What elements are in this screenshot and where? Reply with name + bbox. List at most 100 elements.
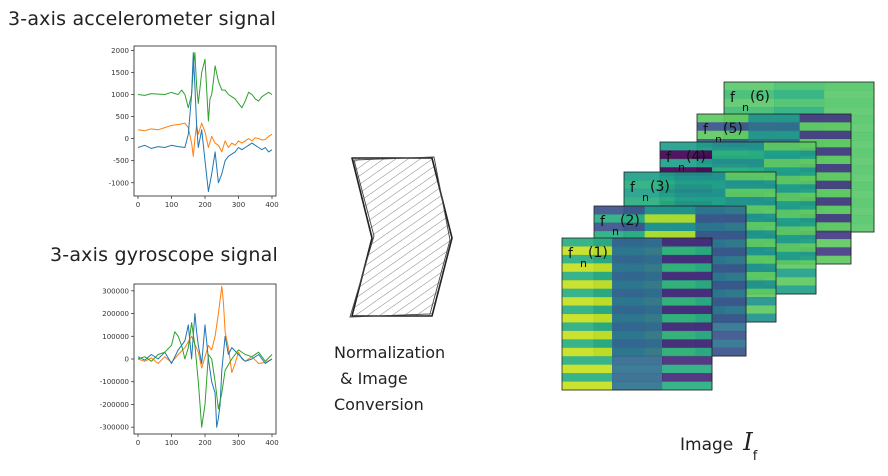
heatmap-cell xyxy=(624,188,676,198)
heatmap-cell xyxy=(662,373,713,383)
heatmap-cell xyxy=(725,280,777,290)
heatmap-cell xyxy=(695,314,747,324)
heatmap-cell xyxy=(562,339,613,349)
heatmap-cell xyxy=(562,364,613,374)
heatmap-cell xyxy=(674,197,726,206)
process-line-2: & Image xyxy=(340,369,408,388)
heatmap-cell xyxy=(562,288,613,298)
frame-label-sub: n xyxy=(742,101,749,114)
frame-label-sub: n xyxy=(642,191,649,204)
heatmap-cell xyxy=(725,222,777,231)
image-label-text: Image xyxy=(680,435,734,455)
gyroscope-ytick-label: -100000 xyxy=(100,378,129,386)
gyroscope-xtick-label: 200 xyxy=(198,439,211,447)
heatmap-cell xyxy=(612,356,663,366)
heatmap-cell xyxy=(612,238,663,247)
heatmap-cell xyxy=(764,260,817,270)
heatmap-cell xyxy=(725,272,777,281)
heatmap-cell xyxy=(562,238,613,247)
heatmap-cell xyxy=(662,330,713,340)
heatmap-cell xyxy=(799,214,852,223)
heatmap-cell xyxy=(662,297,713,307)
frame-label-f: f xyxy=(630,180,636,196)
heatmap-cell xyxy=(662,364,713,374)
heatmap-cell xyxy=(644,214,696,224)
heatmap-cell xyxy=(562,254,613,264)
frame-label-sub: n xyxy=(715,133,722,146)
heatmap-cell xyxy=(562,271,613,281)
heatmap-cell xyxy=(562,314,613,323)
gyroscope-xtick-label: 300 xyxy=(232,439,245,447)
heatmap-cell xyxy=(799,180,852,190)
heatmap-cell xyxy=(764,251,817,261)
heatmap-cell xyxy=(660,158,713,168)
heatmap-cell xyxy=(612,305,663,315)
gyroscope-ytick-label: -200000 xyxy=(100,401,129,409)
heatmap-cell xyxy=(695,306,747,315)
heatmap-cell xyxy=(697,114,749,123)
frame-label-f: f xyxy=(666,150,672,166)
heatmap-cell xyxy=(695,239,747,249)
heatmap-cell xyxy=(695,339,747,349)
heatmap-cell xyxy=(594,231,646,240)
heatmap-cell xyxy=(662,322,713,332)
heatmap-cell xyxy=(594,214,646,224)
heatmap-cell xyxy=(799,197,852,207)
frame-label-index: (3) xyxy=(650,179,670,195)
heatmap-cell xyxy=(662,271,713,281)
heatmap-cell xyxy=(725,305,777,315)
heatmap-cell xyxy=(612,297,663,307)
gyroscope-ytick-label: 300000 xyxy=(102,287,129,295)
heatmap-cell xyxy=(612,246,663,256)
heatmap-cell xyxy=(695,297,747,307)
heatmap-cell xyxy=(824,82,875,91)
heatmap-cell xyxy=(799,114,852,123)
image-frames-stack: fn(6)fn(5)fn(4)fn(3)fn(2)fn(1) xyxy=(561,81,875,391)
accelerometer-ytick-label: 2000 xyxy=(111,47,129,55)
heatmap-cell xyxy=(612,271,663,281)
heatmap-cell xyxy=(799,155,852,165)
accelerometer-xtick-label: 400 xyxy=(265,201,278,209)
heatmap-cell xyxy=(662,381,713,391)
heatmap-cell xyxy=(799,205,852,215)
heatmap-cell xyxy=(725,205,777,215)
heatmap-cell xyxy=(799,247,852,257)
accelerometer-title: 3-axis accelerometer signal xyxy=(8,8,277,30)
heatmap-cell xyxy=(662,263,713,273)
heatmap-cell xyxy=(562,322,613,332)
heatmap-cell xyxy=(662,305,713,315)
frame-label-sub: n xyxy=(612,225,619,238)
heatmap-cell xyxy=(674,188,726,198)
gyroscope-xtick-label: 0 xyxy=(136,439,140,447)
accelerometer-series-line-2 xyxy=(137,52,273,193)
heatmap-cell xyxy=(612,254,663,264)
heatmap-cell xyxy=(764,268,817,278)
heatmap-cell xyxy=(725,188,777,198)
frame-label-sub: n xyxy=(678,161,685,174)
heatmap-cell xyxy=(674,172,726,181)
frame-label-index: (1) xyxy=(588,245,608,261)
heatmap-cell xyxy=(695,272,747,282)
heatmap-cell xyxy=(562,305,613,315)
heatmap-cell xyxy=(695,347,747,357)
heatmap-cell xyxy=(562,297,613,307)
heatmap-cell xyxy=(764,158,817,168)
heatmap-cell xyxy=(562,381,613,391)
heatmap-cell xyxy=(764,218,817,227)
gyroscope-ytick-label: 100000 xyxy=(102,333,129,341)
heatmap-cell xyxy=(824,98,875,108)
heatmap-cell xyxy=(799,239,852,248)
process-line-1: Normalization xyxy=(334,343,446,362)
accelerometer-axes xyxy=(133,45,277,197)
heatmap-cell xyxy=(612,339,663,349)
image-label: Image If xyxy=(680,428,757,464)
accelerometer-ytick-label: -500 xyxy=(113,157,129,165)
heatmap-cell xyxy=(662,238,713,247)
gyroscope-ytick-label: 0 xyxy=(125,356,129,364)
heatmap-cell xyxy=(748,122,801,132)
heatmap-cell xyxy=(674,180,726,190)
heatmap-cell xyxy=(764,243,817,253)
heatmap-cell xyxy=(824,90,875,100)
heatmap-cell xyxy=(724,107,775,116)
